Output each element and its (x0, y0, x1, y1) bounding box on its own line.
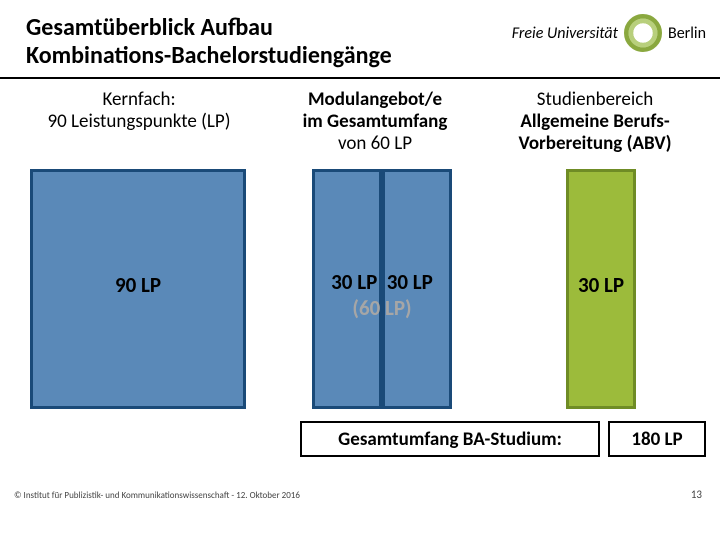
label-kernfach: Kernfach: 90 Leistungspunkte (LP) (8, 89, 270, 155)
kernfach-line1: Kernfach: (102, 88, 175, 111)
bars-area: 90 LP 30 LP 30 LP (60 LP) 30 LP (0, 169, 720, 409)
content-area: Kernfach: 90 Leistungspunkte (LP) Modula… (0, 79, 720, 509)
slide-title: Gesamtüberblick Aufbau Kombinations-Bach… (26, 14, 392, 69)
bar-modul-labels: 30 LP 30 LP (60 LP) (312, 269, 452, 321)
modul-line3: von 60 LP (338, 132, 412, 155)
bar-kernfach: 90 LP (30, 169, 246, 409)
slide: Gesamtüberblick Aufbau Kombinations-Bach… (0, 0, 720, 540)
header: Gesamtüberblick Aufbau Kombinations-Bach… (0, 0, 720, 79)
label-modulangebot: Modulangebot/e im Gesamtumfang von 60 LP (270, 89, 480, 155)
kernfach-line2: 90 Leistungspunkte (LP) (47, 110, 230, 133)
logo-seal-icon (624, 14, 662, 52)
title-line-2: Kombinations-Bachelorstudiengänge (26, 41, 392, 70)
page-number: 13 (691, 488, 702, 501)
abv-line1: Studienbereich (537, 88, 654, 111)
university-logo: Freie Universität Berlin (512, 14, 706, 52)
modul-line2: im Gesamtumfang (303, 110, 448, 133)
title-line-1: Gesamtüberblick Aufbau (26, 13, 273, 42)
bar-modul-sublabel: (60 LP) (312, 295, 452, 321)
column-labels-row: Kernfach: 90 Leistungspunkte (LP) Modula… (0, 79, 720, 155)
bar-modul-label-right: 30 LP (387, 269, 433, 295)
bar-abv-label: 30 LP (569, 272, 633, 298)
label-abv: Studienbereich Allgemeine Berufs- Vorber… (480, 89, 710, 155)
bar-modul-label-left: 30 LP (331, 269, 377, 295)
summary-value: 180 LP (608, 421, 706, 457)
modul-line1: Modulangebot/e (308, 88, 442, 111)
abv-line2: Allgemeine Berufs- (520, 110, 669, 133)
bar-abv: 30 LP (566, 169, 636, 409)
summary-label: Gesamtumfang BA-Studium: (300, 421, 600, 457)
logo-text-right: Berlin (668, 24, 706, 43)
logo-text-left: Freie Universität (512, 24, 618, 43)
footer-text: © Institut für Publizistik- und Kommunik… (14, 490, 300, 501)
abv-line3: Vorbereitung (ABV) (518, 132, 671, 155)
summary-row: Gesamtumfang BA-Studium: 180 LP (300, 421, 706, 457)
bar-kernfach-label: 90 LP (33, 272, 243, 298)
